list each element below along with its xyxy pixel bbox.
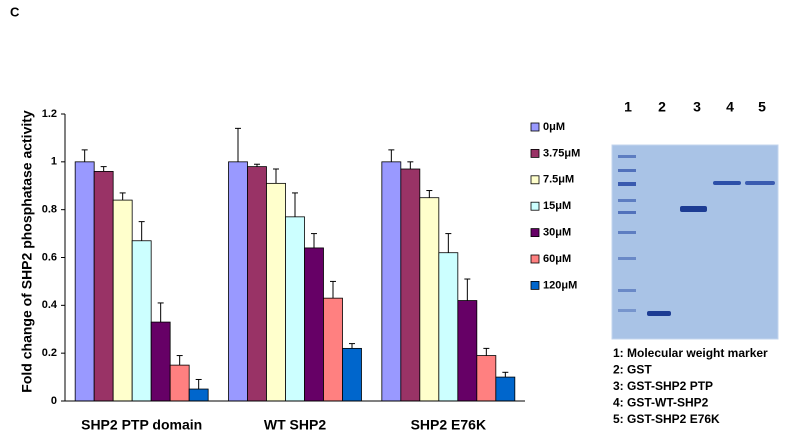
lane-label: 2	[658, 99, 666, 115]
bar	[131, 240, 152, 402]
bar	[112, 199, 133, 402]
gel-border	[611, 144, 779, 340]
x-tick-label: SHP2 PTP domain	[81, 417, 202, 433]
bar	[419, 197, 440, 402]
y-tick-label: 1	[51, 156, 57, 168]
gel-legend: 3: GST-SHP2 PTP	[613, 379, 713, 393]
lane-label: 1	[624, 99, 632, 115]
bar	[400, 168, 421, 402]
gel	[611, 144, 779, 340]
legend-label: 30μM	[543, 227, 571, 239]
y-tick-label: 0.8	[42, 204, 57, 216]
legend-label: 15μM	[543, 200, 571, 212]
x-tick-label: SHP2 E76K	[411, 417, 486, 433]
y-tick-label: 0.4	[42, 299, 58, 311]
bar	[188, 388, 209, 402]
bar	[285, 216, 305, 402]
bar	[495, 376, 516, 402]
lane-label: 5	[758, 99, 766, 115]
y-tick-label: 1.2	[42, 108, 57, 120]
legend-swatch	[530, 122, 540, 132]
panel-label: C	[10, 4, 20, 19]
bar	[476, 355, 497, 402]
bar	[323, 297, 343, 402]
bar	[438, 252, 459, 402]
y-axis-label: Fold change of SHP2 phosphatase activity	[18, 110, 35, 393]
y-tick-label: 0.2	[42, 347, 57, 359]
bar	[93, 170, 114, 402]
legend-label: 3.75μM	[543, 147, 580, 159]
gel-legend: 5: GST-SHP2 E76K	[613, 412, 720, 426]
legend-label: 60μM	[543, 253, 571, 265]
gel-legend: 1: Molecular weight marker	[613, 346, 768, 360]
x-tick-label: WT SHP2	[264, 417, 326, 433]
marker-bands	[618, 155, 636, 312]
legend-label: 120μM	[543, 279, 577, 291]
bar	[304, 247, 324, 402]
bar	[169, 364, 190, 402]
legend-swatch	[530, 254, 540, 264]
legend-label: 0μM	[543, 121, 565, 133]
band	[680, 206, 707, 212]
gel-legend: 2: GST	[613, 363, 652, 377]
y-tick-label: 0.6	[42, 251, 57, 263]
gel-background	[612, 145, 778, 339]
bar	[247, 166, 267, 402]
legend-swatch	[530, 228, 540, 238]
band	[713, 181, 741, 185]
gel-legend: 4: GST-WT-SHP2	[613, 396, 709, 410]
y-tick-label: 0	[51, 395, 57, 407]
bar	[266, 182, 286, 402]
bar	[228, 161, 248, 402]
bar	[74, 161, 95, 402]
bar	[342, 347, 362, 402]
legend-swatch	[530, 280, 540, 290]
band	[647, 311, 671, 316]
lane-label: 3	[693, 99, 701, 115]
legend-swatch	[530, 148, 540, 158]
bar	[381, 161, 402, 402]
legend-swatch	[530, 175, 540, 185]
band	[745, 181, 775, 185]
legend-label: 7.5μM	[543, 174, 574, 186]
legend-swatch	[530, 201, 540, 211]
bar	[457, 300, 478, 402]
lane-label: 4	[726, 99, 734, 115]
bar	[150, 321, 171, 402]
